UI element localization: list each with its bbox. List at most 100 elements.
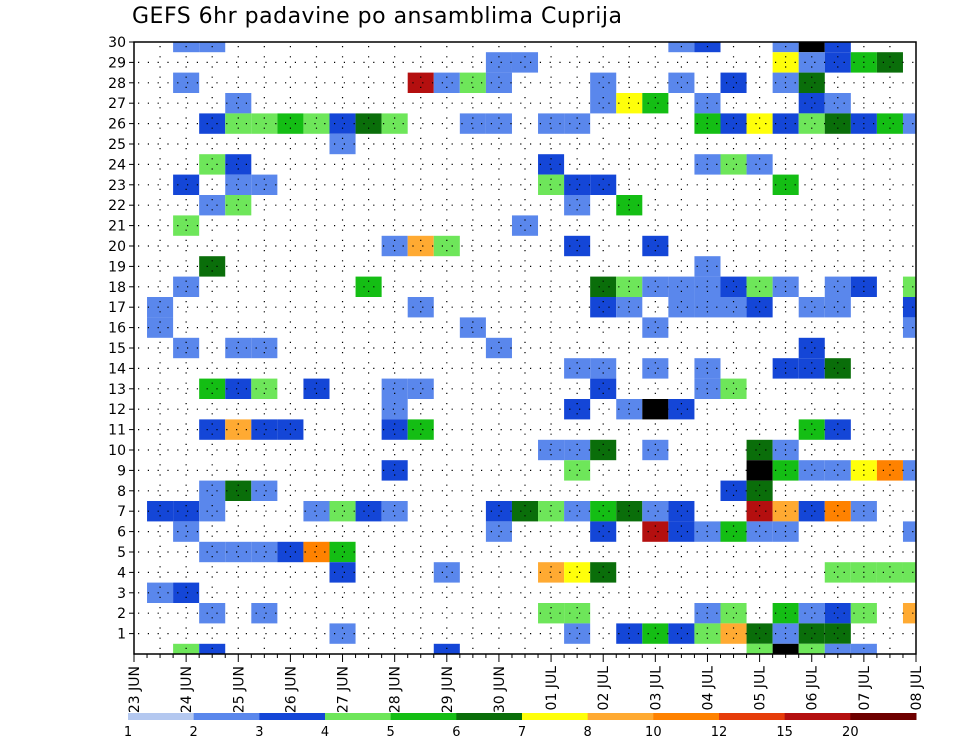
- heatmap-cell: [824, 603, 851, 624]
- heatmap-cell: [746, 113, 773, 134]
- heatmap-cell: [485, 337, 512, 359]
- heatmap-cell: [590, 439, 617, 461]
- heatmap-cell: [225, 419, 252, 440]
- x-tick-label: 02 JUL: [596, 666, 612, 711]
- heatmap-cell: [173, 501, 200, 522]
- heatmap-cell: [147, 317, 174, 338]
- heatmap-cell: [199, 501, 226, 522]
- heatmap-cell: [381, 460, 408, 481]
- heatmap-cell: [564, 174, 591, 195]
- heatmap-cell: [199, 378, 226, 399]
- heatmap-cell: [511, 52, 539, 73]
- colorbar-label: 10: [645, 725, 662, 740]
- heatmap-cell: [173, 72, 200, 93]
- heatmap-cell: [407, 419, 434, 440]
- heatmap-cell: [720, 297, 747, 318]
- heatmap-cell: [433, 562, 460, 583]
- heatmap-cell: [798, 113, 825, 134]
- colorbar-label: 1: [124, 725, 132, 740]
- heatmap-cell: [459, 72, 486, 93]
- heatmap-cell: [303, 113, 330, 134]
- colorbar-label: 12: [711, 725, 728, 740]
- colorbar-label: 6: [452, 725, 460, 740]
- heatmap-cell: [668, 623, 695, 644]
- y-tick-label: 8: [117, 484, 126, 500]
- colorbar-label: 8: [584, 725, 592, 740]
- colorbar-label: 20: [842, 725, 859, 740]
- heatmap-cell: [355, 113, 382, 134]
- y-tick-label: 4: [117, 565, 126, 581]
- heatmap-cell: [199, 154, 226, 175]
- heatmap-cell: [147, 501, 174, 522]
- heatmap-cell: [511, 215, 539, 236]
- heatmap-cell: [876, 460, 903, 481]
- heatmap-cell: [642, 358, 669, 379]
- x-tick-label: 08 JUL: [909, 666, 925, 711]
- y-tick-label: 7: [117, 504, 126, 520]
- heatmap-cell: [251, 541, 278, 563]
- heatmap-cell: [564, 195, 591, 216]
- heatmap-cell: [642, 235, 669, 257]
- heatmap-cell: [173, 174, 200, 195]
- heatmap-cell: [173, 582, 200, 603]
- heatmap-cell: [433, 235, 460, 257]
- y-tick-label: 12: [108, 402, 126, 418]
- heatmap-cell: [668, 399, 695, 420]
- heatmap-cell: [225, 154, 252, 175]
- y-tick-label: 6: [117, 525, 126, 541]
- heatmap-cell: [538, 603, 565, 624]
- heatmap-cell: [251, 480, 278, 501]
- heatmap-cell: [147, 297, 174, 318]
- heatmap-cell: [590, 521, 617, 542]
- y-tick-label: 27: [108, 96, 126, 112]
- heatmap-cell: [590, 297, 617, 318]
- heatmap-cell: [590, 93, 617, 114]
- colorbar-label: 5: [387, 725, 395, 740]
- heatmap-cell: [303, 541, 330, 563]
- colorbar-label: 2: [190, 725, 198, 740]
- heatmap-cell: [459, 113, 486, 134]
- heatmap-cell: [746, 276, 773, 297]
- heatmap-cell: [824, 460, 851, 481]
- heatmap-cell: [590, 501, 617, 522]
- heatmap-cell: [538, 154, 565, 175]
- heatmap-cell: [798, 623, 825, 644]
- heatmap-cell: [329, 113, 356, 134]
- heatmap-cell: [564, 501, 591, 522]
- heatmap-cell: [876, 113, 903, 134]
- heatmap-cell: [564, 460, 591, 481]
- y-tick-label: 20: [108, 239, 126, 255]
- x-tick-label: 03 JUL: [648, 666, 664, 711]
- heatmap-cell: [277, 419, 304, 440]
- heatmap-cell: [564, 235, 591, 257]
- heatmap-cell: [668, 501, 695, 522]
- heatmap-cell: [590, 276, 617, 297]
- colorbar-swatch: [653, 713, 720, 720]
- heatmap-cell: [459, 317, 486, 338]
- heatmap-cell: [590, 358, 617, 379]
- colorbar-swatch: [390, 713, 457, 720]
- colorbar-label: 15: [776, 725, 793, 740]
- heatmap-cell: [876, 562, 903, 583]
- heatmap-cell: [329, 501, 356, 522]
- y-tick-label: 26: [108, 117, 126, 133]
- heatmap-cell: [277, 113, 304, 134]
- heatmap-cell: [564, 562, 591, 583]
- heatmap-cell: [642, 276, 669, 297]
- heatmap-cell: [564, 439, 591, 461]
- heatmap-cell: [902, 603, 916, 624]
- y-tick-label: 2: [117, 606, 126, 622]
- heatmap-cell: [824, 358, 851, 379]
- heatmap-cell: [329, 133, 356, 155]
- heatmap-cell: [824, 562, 851, 583]
- heatmap-cell: [173, 337, 200, 359]
- colorbar-label: 3: [255, 725, 263, 740]
- colorbar-swatch: [456, 713, 523, 720]
- y-tick-label: 5: [117, 545, 126, 561]
- x-tick-label: 26 JUN: [283, 666, 299, 713]
- y-tick-label: 11: [108, 423, 126, 439]
- heatmap-cell: [225, 541, 252, 563]
- heatmap-cell: [303, 378, 330, 399]
- heatmap-cell: [564, 623, 591, 644]
- heatmap-cell: [720, 72, 747, 93]
